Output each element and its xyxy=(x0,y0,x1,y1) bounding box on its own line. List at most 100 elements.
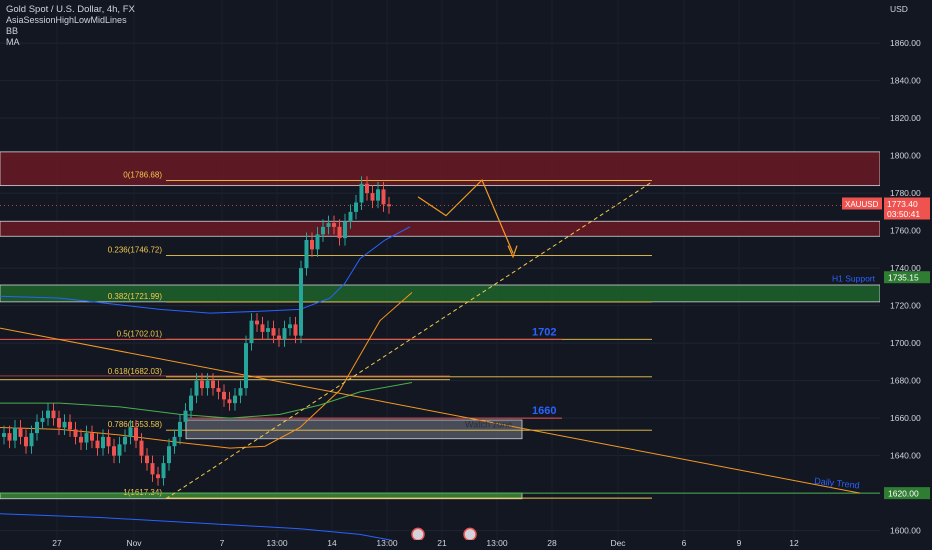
label-1702: 1702 xyxy=(532,326,556,338)
time-tick-label: 27 xyxy=(52,538,62,548)
candle xyxy=(343,221,347,239)
candle xyxy=(68,421,72,430)
candle xyxy=(57,418,61,428)
time-tick-label: 13:00 xyxy=(486,538,508,548)
candle xyxy=(172,436,177,447)
indicator-lines xyxy=(0,178,880,543)
ma-blue-lower xyxy=(0,513,401,543)
h1-support-label: H1 Support xyxy=(832,273,876,283)
candle xyxy=(249,320,254,344)
zones xyxy=(0,151,881,500)
time-tick-label: Nov xyxy=(126,538,142,548)
candle xyxy=(189,395,193,411)
candle xyxy=(359,183,364,203)
candle xyxy=(128,427,133,437)
candle xyxy=(282,328,287,340)
candle xyxy=(321,226,325,235)
symbol-tag-bg xyxy=(842,197,882,210)
price-label-bg xyxy=(884,197,930,220)
indicator-asia-session[interactable]: AsiaSessionHighLowMidLines xyxy=(6,15,127,25)
price-tick-label: 1760.00 xyxy=(890,226,921,236)
time-tick-label: 13:00 xyxy=(376,538,398,548)
candle xyxy=(271,328,276,336)
candle xyxy=(348,211,353,222)
price-tick-label: 1820.00 xyxy=(890,113,921,123)
candles xyxy=(2,176,391,486)
fib-label: 1(1617.34) xyxy=(123,488,162,497)
currency-label: USD xyxy=(890,4,908,14)
candle xyxy=(183,410,188,422)
candle xyxy=(387,204,391,207)
candle xyxy=(35,421,39,434)
candle xyxy=(95,440,100,449)
candle xyxy=(90,433,94,441)
candle xyxy=(106,436,111,447)
candle xyxy=(134,427,138,441)
price-tick-label: 1860.00 xyxy=(890,38,921,48)
price-tick-label: 1740.00 xyxy=(890,263,921,273)
countdown-label: 03:50:41 xyxy=(887,209,920,219)
time-axis[interactable]: 27 Nov 7 13:00 14 13:00 21 13:00 28 Dec 6 9 12 xyxy=(0,538,880,550)
candle xyxy=(13,427,17,441)
price-tick-label: 1640.00 xyxy=(890,451,921,461)
candle xyxy=(139,440,144,456)
annotations: 1702 1660 Watch zone H1 Support Daily Trend xyxy=(411,273,876,542)
price-tick-label: 1660.00 xyxy=(890,413,921,423)
daily-trend-label: Daily Trend xyxy=(814,476,860,491)
candle xyxy=(156,474,160,479)
price-tick-label: 1800.00 xyxy=(890,151,921,161)
price-tick-label: 1700.00 xyxy=(890,338,921,348)
candle xyxy=(84,433,89,443)
candle xyxy=(150,463,155,475)
candle xyxy=(304,240,309,269)
h1-support-price-bg xyxy=(884,271,930,284)
candle xyxy=(2,433,6,437)
current-price-label: 1773.40 xyxy=(887,199,918,209)
candle xyxy=(227,399,232,404)
event-flag-icon xyxy=(411,527,425,542)
candle xyxy=(117,444,122,456)
fib-label: 0.786(1653.58) xyxy=(108,420,163,429)
fib-label: 0(1786.68) xyxy=(123,171,162,180)
candle xyxy=(260,324,265,332)
candle xyxy=(222,391,226,400)
time-tick-label: 12 xyxy=(789,538,799,548)
indicator-ma[interactable]: MA xyxy=(6,37,20,47)
candle xyxy=(315,234,320,250)
candle xyxy=(112,446,116,456)
candle xyxy=(299,268,303,336)
candle xyxy=(266,328,270,332)
candle xyxy=(233,395,237,404)
price-tick-label: 1840.00 xyxy=(890,76,921,86)
fib-label: 0.236(1746.72) xyxy=(108,246,163,255)
daily-trend-price-bg xyxy=(884,487,930,500)
projection-path xyxy=(417,178,514,254)
candle xyxy=(161,463,166,479)
candle xyxy=(255,320,259,325)
candle xyxy=(332,223,336,227)
fib-label: 0.382(1721.99) xyxy=(108,292,163,301)
candle xyxy=(7,433,12,441)
chart-legend: Gold Spot / U.S. Dollar, 4h, FX AsiaSess… xyxy=(6,4,135,48)
price-tick-label: 1720.00 xyxy=(890,301,921,311)
candle xyxy=(244,343,248,389)
indicator-bb[interactable]: BB xyxy=(6,26,19,36)
candle xyxy=(167,446,171,464)
ma-blue-line xyxy=(0,226,411,314)
candle xyxy=(145,455,149,464)
dashed-trend-line xyxy=(165,181,653,500)
fib-label: 0.5(1702.01) xyxy=(117,329,163,338)
candle xyxy=(18,427,23,437)
ma-orange-line xyxy=(0,292,413,449)
candle xyxy=(51,410,56,419)
candle xyxy=(370,193,375,201)
symbol-tag: XAUUSD xyxy=(845,200,879,209)
price-axis[interactable]: USD 1600.00 1620.00 1640.00 1660.00 1680.00 17… xyxy=(842,0,932,550)
candle xyxy=(310,240,314,250)
symbol-title[interactable]: Gold Spot / U.S. Dollar, 4h, FX xyxy=(6,4,135,15)
candle xyxy=(337,226,342,239)
candle xyxy=(194,380,199,396)
candle xyxy=(288,324,292,329)
